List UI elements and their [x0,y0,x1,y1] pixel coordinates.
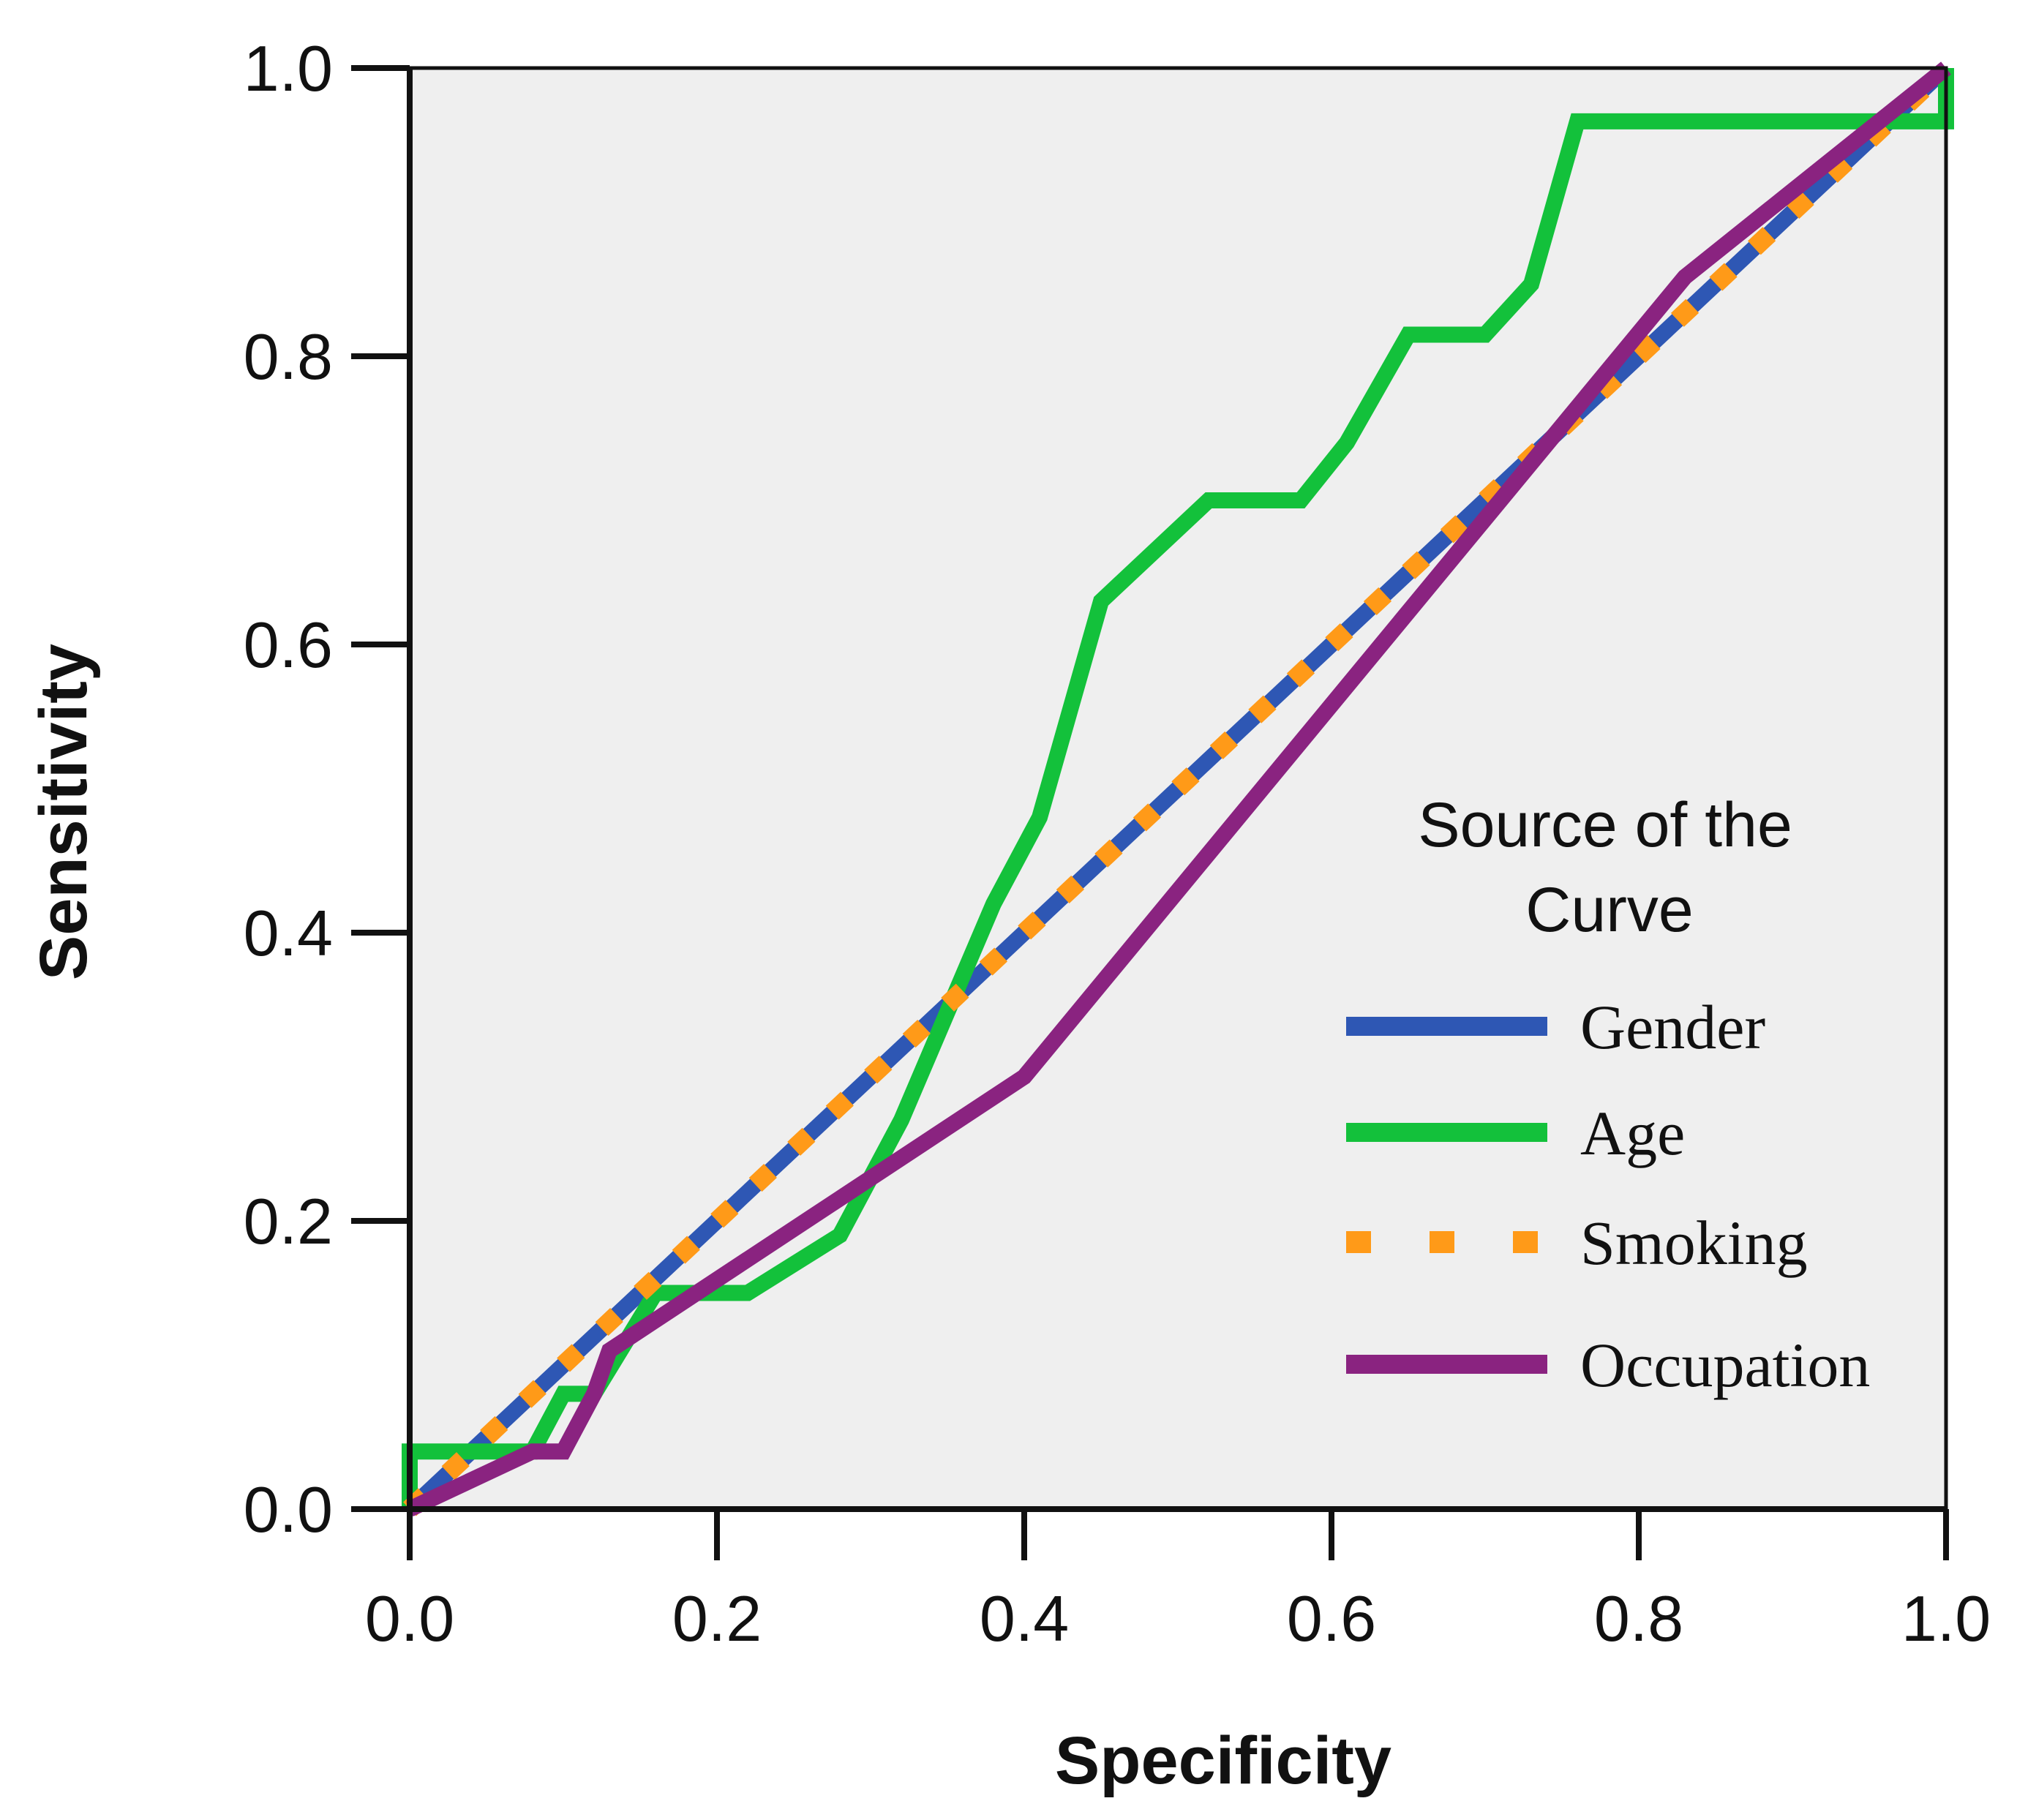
legend-label-gender: Gender [1580,992,1765,1062]
series-line-occupation [406,61,1951,1516]
series-line-age [402,68,1954,1509]
series-line-smoking [403,61,1953,1516]
x-tick-label-4: 0.8 [1594,1582,1683,1655]
x-tick-label-3: 0.6 [1287,1582,1376,1655]
x-axis-title: Specificity [1055,1723,1391,1798]
y-tick-label-1: 0.2 [244,1185,333,1257]
y-tick-label-3: 0.6 [244,609,333,681]
axes-layer [407,66,1948,1512]
legend-title-line1: Source of the [1418,790,1792,860]
legend-item-gender: Gender [1346,992,1765,1062]
legend-item-age: Age [1346,1098,1685,1168]
y-tick-label-2: 0.4 [244,897,333,969]
tick-layer: 0.0 0.2 0.4 0.6 0.8 1.0 0.0 0.2 0.4 0.6 0.8 1.0 [244,32,1991,1655]
x-tick-label-5: 1.0 [1901,1582,1991,1655]
legend-item-occupation: Occupation [1346,1330,1870,1400]
legend-items: Gender Age Smoking Occupation [1346,992,1870,1400]
x-tick-label-2: 0.4 [980,1582,1069,1655]
y-tick-label-0: 0.0 [244,1473,333,1546]
series-layer [402,61,1954,1516]
legend-title-line2: Curve [1525,875,1693,945]
legend-label-occupation: Occupation [1580,1330,1870,1400]
legend-label-smoking: Smoking [1580,1208,1808,1278]
y-axis-title: Sensitivity [26,644,101,980]
y-tick-label-4: 0.8 [244,320,333,393]
y-tick-label-5: 1.0 [244,32,333,105]
x-tick-label-0: 0.0 [365,1582,454,1655]
legend-item-smoking: Smoking [1346,1208,1808,1278]
legend-label-age: Age [1580,1098,1685,1168]
legend: Source of the Curve Gender Age Smoking Occu… [1346,790,1870,1400]
x-tick-label-1: 0.2 [672,1582,762,1655]
